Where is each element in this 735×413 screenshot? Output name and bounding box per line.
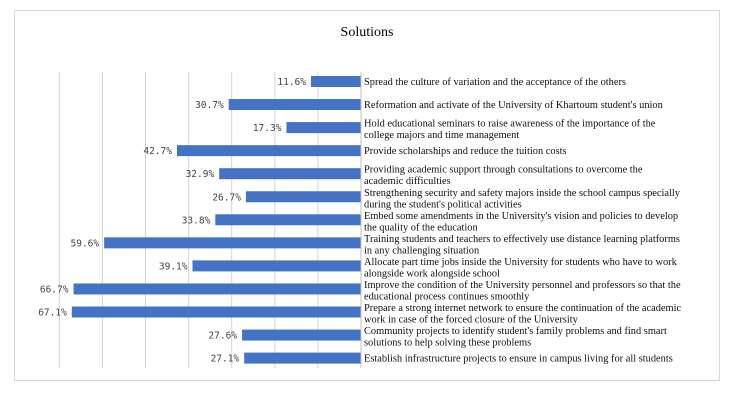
value-label: 32.9% (186, 169, 215, 180)
bar (71, 306, 361, 318)
value-label: 33.8% (182, 215, 211, 226)
bars (71, 72, 362, 368)
value-label: 30.7% (195, 100, 224, 111)
bar (192, 260, 361, 272)
bar (286, 122, 361, 134)
category-label: Providing academic support through consu… (364, 165, 643, 188)
bar (73, 283, 361, 295)
chart-title: Solutions (340, 25, 394, 40)
value-label: 59.6% (71, 238, 100, 249)
category-label: Embed some amendments in the University'… (364, 211, 678, 234)
category-label: Spread the culture of variation and the … (364, 77, 626, 88)
category-label: Hold educational seminars to raise aware… (364, 119, 656, 142)
category-labels: Spread the culture of variation and the … (364, 77, 681, 365)
bar (245, 191, 361, 203)
value-label: 67.1% (38, 308, 67, 319)
category-label: Prepare a strong internet network to ens… (364, 303, 681, 326)
value-label: 11.6% (277, 77, 306, 88)
value-label: 27.6% (208, 331, 237, 342)
bar (228, 99, 361, 111)
value-label: 27.1% (211, 354, 240, 365)
bar (176, 145, 361, 157)
value-label: 39.1% (159, 261, 188, 272)
value-label: 26.7% (212, 192, 241, 203)
value-label: 66.7% (40, 284, 69, 295)
category-label: Training students and teachers to effect… (364, 234, 680, 257)
category-label: Establish infrastructure projects to ens… (364, 354, 673, 365)
bar (219, 168, 361, 180)
category-label: Provide scholarships and reduce the tuit… (364, 146, 567, 157)
category-label: Improve the condition of the University … (364, 280, 681, 303)
category-label: Strengthening security and safety majors… (364, 188, 681, 211)
bar (242, 329, 361, 341)
category-label: Reformation and activate of the Universi… (364, 100, 664, 111)
value-label: 17.3% (253, 123, 282, 134)
category-label: Allocate part time jobs inside the Unive… (364, 257, 678, 280)
bar (215, 214, 361, 226)
value-label: 42.7% (143, 146, 172, 157)
bar (311, 76, 361, 87)
chart-frame: Solutions (14, 10, 720, 381)
value-labels: 11.6% 30.7% 17.3% 42.7% 32.9% 26.7% 33.8% 59.6%… (38, 77, 306, 365)
bar (104, 237, 362, 249)
category-label: Community projects to identify student's… (364, 326, 667, 349)
bar (244, 352, 361, 364)
